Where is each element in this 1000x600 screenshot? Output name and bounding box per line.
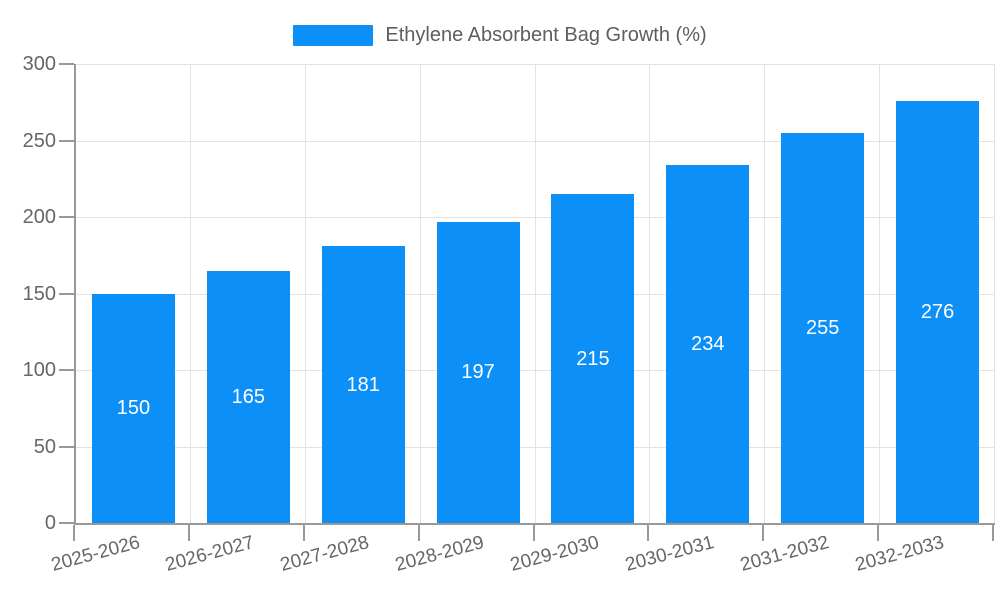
y-gridline [76, 370, 995, 371]
y-axis-tick [59, 63, 74, 65]
y-axis-tick [59, 522, 74, 524]
x-axis-label: 2032-2033 [852, 532, 946, 576]
x-axis-tick [187, 525, 190, 541]
y-axis-tick [59, 216, 74, 218]
y-axis-label: 0 [44, 512, 56, 534]
x-axis-label: 2028-2029 [393, 532, 487, 576]
bar-value-label: 165 [231, 385, 265, 408]
x-axis-tick [992, 525, 994, 541]
bar-2025-2026: 150 [91, 293, 175, 523]
bar-2026-2027: 165 [206, 270, 290, 523]
y-gridline [76, 140, 995, 142]
bar-2032-2033: 276 [896, 100, 980, 523]
bar-value-label: 276 [920, 300, 955, 323]
x-axis-label: 2026-2027 [163, 532, 257, 576]
x-gridline [419, 64, 421, 523]
x-gridline [879, 64, 881, 523]
x-axis-tick [417, 525, 420, 541]
y-axis-tick [59, 292, 74, 295]
bar-2030-2031: 234 [666, 164, 750, 523]
x-axis-label: 2031-2032 [737, 532, 832, 576]
bar-2028-2029: 197 [436, 221, 520, 523]
x-axis-label: 2025-2026 [48, 532, 142, 576]
bar-2031-2032: 255 [781, 132, 865, 523]
legend-marker-swatch[interactable] [293, 24, 374, 46]
bar-value-label: 197 [461, 361, 495, 384]
y-axis-label: 300 [22, 53, 56, 75]
x-axis-label: 2029-2030 [508, 532, 602, 576]
y-axis-label: 200 [22, 206, 56, 228]
y-axis-tick [59, 139, 74, 142]
bar-2027-2028: 181 [321, 246, 405, 523]
y-axis-tick [59, 445, 74, 448]
x-axis-label: 2027-2028 [278, 532, 372, 576]
y-axis-label: 50 [33, 435, 56, 458]
x-axis-label: 2030-2031 [623, 532, 717, 576]
bar-value-label: 255 [806, 316, 840, 339]
y-gridline [76, 293, 995, 295]
bar-value-label: 234 [691, 332, 725, 355]
x-axis-tick [647, 525, 650, 541]
legend-label[interactable]: Ethylene Absorbent Bag Growth (%) [385, 23, 707, 46]
x-axis-tick [532, 525, 535, 541]
y-axis-label: 150 [22, 282, 56, 305]
y-axis-label: 250 [22, 129, 56, 152]
x-gridline [764, 64, 766, 523]
x-gridline [189, 64, 191, 523]
bar-value-label: 181 [346, 373, 380, 396]
y-axis-label: 100 [22, 359, 56, 381]
bar-2029-2030: 215 [551, 194, 635, 523]
x-gridline [994, 64, 995, 523]
y-axis-tick [59, 369, 74, 371]
bar-value-label: 215 [576, 347, 610, 370]
chart-legend[interactable]: Ethylene Absorbent Bag Growth (%) [0, 22, 1000, 48]
x-gridline [304, 64, 306, 523]
x-axis-tick [302, 525, 305, 541]
x-axis-tick [877, 525, 880, 541]
x-gridline [649, 64, 651, 523]
y-gridline [76, 64, 995, 65]
x-axis-tick [762, 525, 765, 541]
y-gridline [76, 217, 995, 218]
y-gridline [76, 446, 995, 448]
plot-area: 150 165 181 197 215 234 255 276 [74, 64, 995, 525]
x-axis-tick [73, 525, 75, 541]
x-gridline [534, 64, 536, 523]
bar-value-label: 150 [116, 397, 151, 420]
